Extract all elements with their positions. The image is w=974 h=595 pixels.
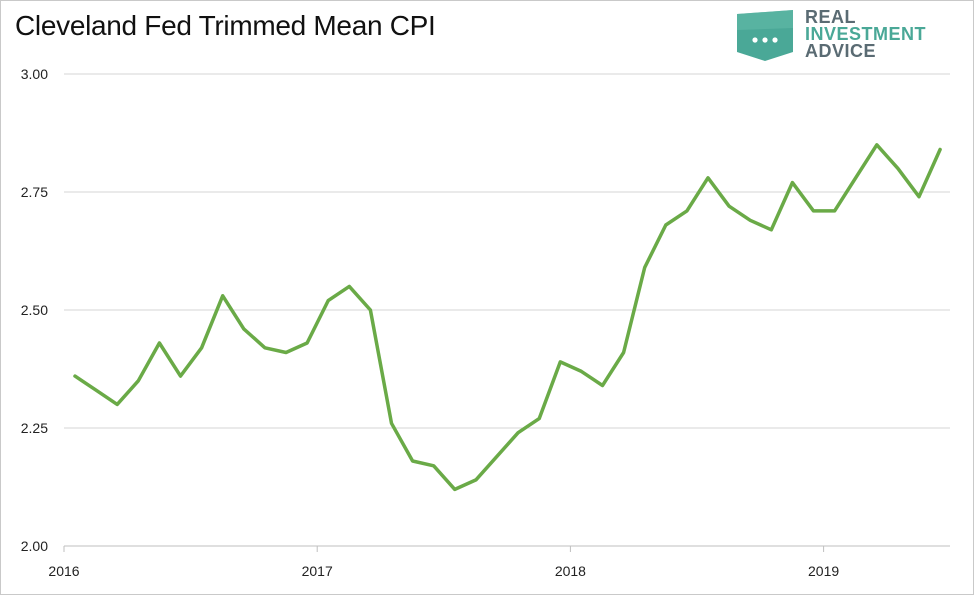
x-tick-label: 2019 (808, 563, 839, 579)
y-axis-ticks: 2.00 2.25 2.50 2.75 3.00 (21, 66, 48, 554)
series-line (73, 143, 942, 492)
x-tick-label: 2018 (555, 563, 586, 579)
x-tick-label: 2017 (302, 563, 333, 579)
y-tick-label: 2.75 (21, 184, 48, 200)
logo-line-advice: ADVICE (805, 41, 877, 61)
x-tick-label: 2016 (48, 563, 79, 579)
y-tick-label: 2.25 (21, 420, 48, 436)
y-tick-label: 2.00 (21, 538, 48, 554)
logo-text: REAL INVESTMENT ADVICE (805, 7, 927, 61)
gridlines (64, 73, 950, 429)
y-tick-label: 3.00 (21, 66, 48, 82)
chart-title: Cleveland Fed Trimmed Mean CPI (15, 10, 436, 41)
logo-badge-icon (737, 10, 793, 61)
y-tick-label: 2.50 (21, 302, 48, 318)
x-axis: 2016 2017 2018 2019 (48, 545, 950, 579)
logo-line-investment: INVESTMENT (805, 24, 927, 44)
series-layer (73, 143, 942, 492)
logo-line-real: REAL (805, 7, 856, 27)
